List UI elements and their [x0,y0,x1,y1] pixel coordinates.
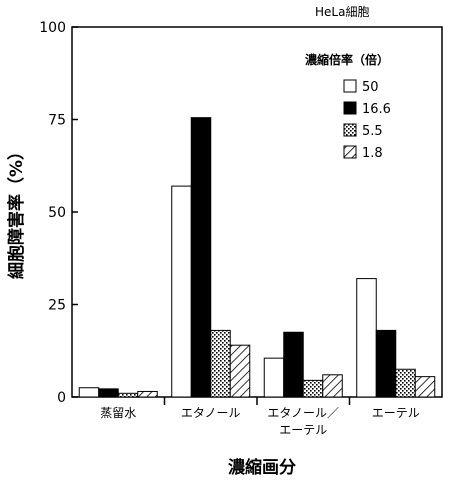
bar [98,388,119,398]
bar [356,278,377,398]
x-category-label: エーテル [279,423,327,437]
legend-swatch [343,101,357,115]
legend-label: 50 [362,80,379,95]
legend-swatch [343,145,357,159]
bar [78,387,100,398]
x-category-label: 蒸留水 [100,406,136,420]
bar [283,331,304,398]
x-axis-label: 濃縮画分 [228,457,296,478]
legend-label: 5.5 [362,124,383,139]
bar [210,329,231,398]
bar [414,376,436,398]
bar [137,390,158,398]
x-category-label: エタノール／ [267,406,339,420]
bar [171,185,192,398]
bar [117,392,139,398]
y-tick-label: 50 [48,205,66,221]
bar [229,344,251,398]
legend-title: 濃縮倍率（倍） [305,52,389,67]
legend-label: 16.6 [362,102,391,117]
bar [190,117,212,398]
x-category-label: エタノール [181,406,241,420]
inset-label: HeLa細胞 [315,5,369,19]
legend-swatch [343,79,357,93]
legend: 濃縮倍率（倍） 50 16.6 5.5 1.8 [305,52,391,161]
bar [263,357,285,398]
y-axis: 0 25 50 75 100 [39,20,78,406]
bar [395,368,416,398]
bars [78,117,436,398]
y-axis-label: 細胞障害率（%） [6,143,27,279]
bar [302,379,324,398]
bar [322,374,343,398]
y-tick-label: 25 [48,298,66,314]
bar [375,329,397,398]
y-tick-label: 0 [57,390,66,406]
y-tick-label: 75 [48,113,66,129]
y-tick-label: 100 [39,20,66,36]
legend-swatch [343,123,357,137]
legend-label: 1.8 [362,146,383,161]
x-category-label: エーテル [372,406,420,420]
